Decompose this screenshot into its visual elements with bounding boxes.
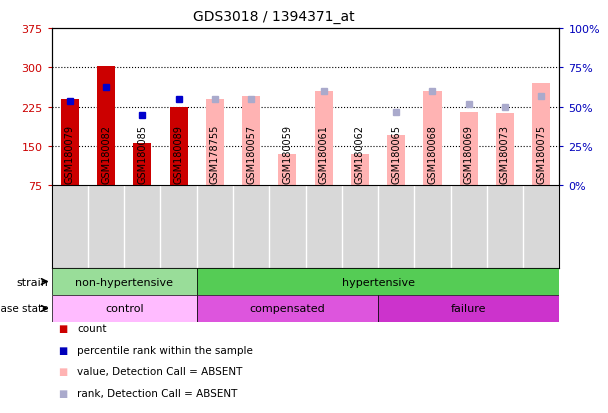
Text: failure: failure [451, 304, 486, 314]
Text: ■: ■ [58, 388, 67, 398]
Bar [61, 100, 79, 186]
Bar [378, 295, 559, 322]
Text: non-hypertensive: non-hypertensive [75, 277, 173, 287]
Text: ■: ■ [58, 366, 67, 376]
Bar [242, 97, 260, 186]
Text: rank, Detection Call = ABSENT: rank, Detection Call = ABSENT [77, 388, 238, 398]
Text: disease state: disease state [0, 304, 49, 314]
Text: count: count [77, 323, 107, 333]
Bar [133, 144, 151, 186]
Text: control: control [105, 304, 143, 314]
Bar [423, 92, 441, 186]
Text: compensated: compensated [249, 304, 325, 314]
Bar [532, 84, 550, 186]
Bar [197, 295, 378, 322]
Bar [52, 295, 197, 322]
Bar [170, 107, 188, 186]
Text: GDS3018 / 1394371_at: GDS3018 / 1394371_at [193, 10, 354, 24]
Text: value, Detection Call = ABSENT: value, Detection Call = ABSENT [77, 366, 243, 376]
Bar [97, 67, 115, 186]
Text: ■: ■ [58, 345, 67, 355]
Bar [460, 113, 478, 186]
Text: strain: strain [17, 277, 49, 287]
Bar [52, 268, 197, 295]
Text: hypertensive: hypertensive [342, 277, 415, 287]
Bar [387, 136, 406, 186]
Bar [278, 154, 297, 186]
Text: percentile rank within the sample: percentile rank within the sample [77, 345, 253, 355]
Bar [206, 100, 224, 186]
Bar [351, 154, 369, 186]
Bar [314, 92, 333, 186]
Bar [496, 114, 514, 186]
Text: ■: ■ [58, 323, 67, 333]
Bar [197, 268, 559, 295]
